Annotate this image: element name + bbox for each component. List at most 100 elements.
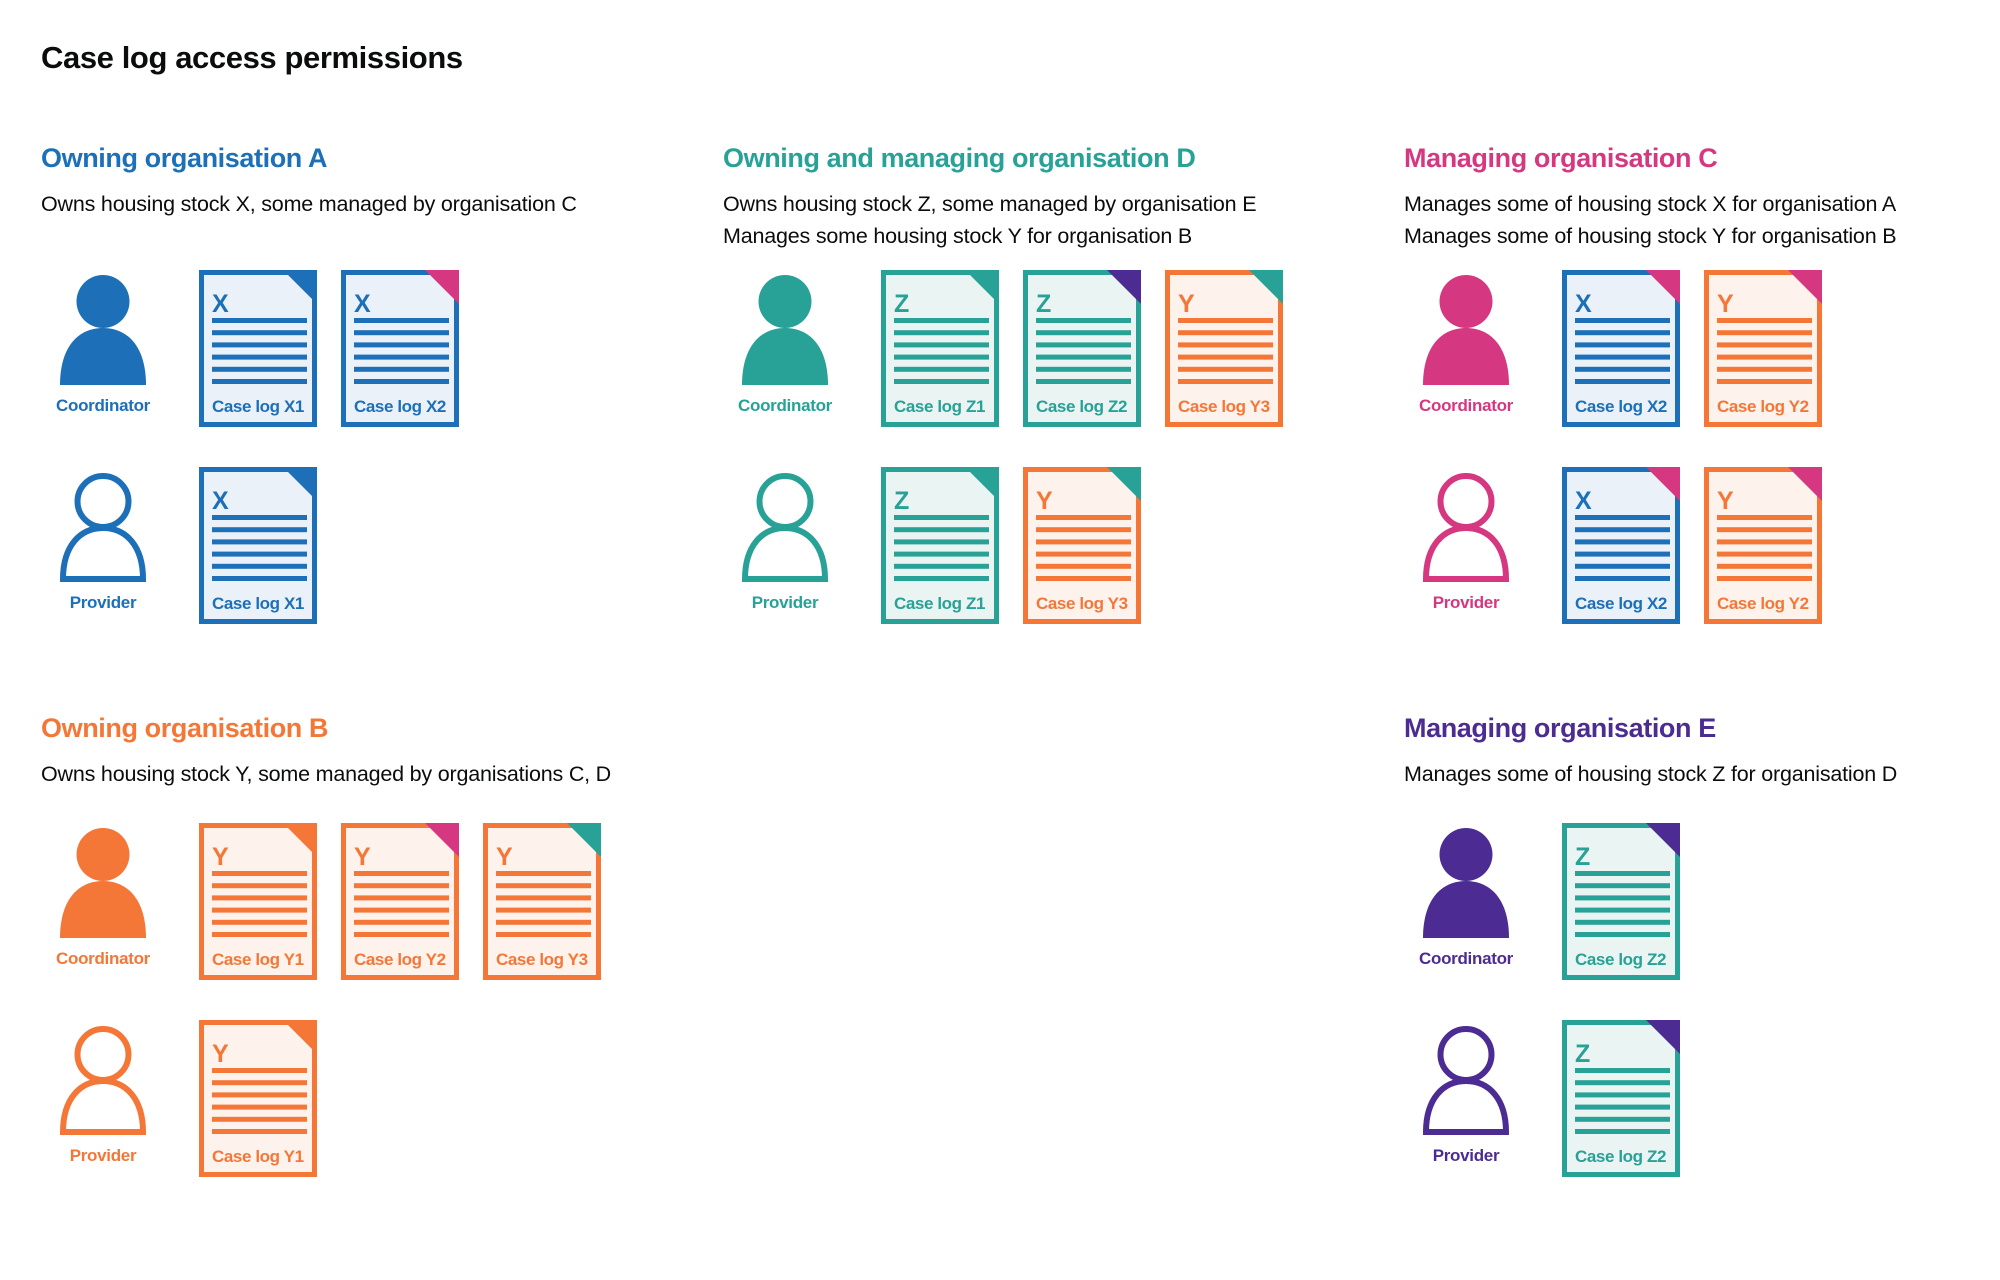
person-role-label: Coordinator [56, 396, 150, 415]
case-log-doc-icon: X Case log X2 [341, 270, 459, 427]
svg-text:Case log Y1: Case log Y1 [212, 950, 304, 969]
section-owning-and-managing-organisation-d: Owning and managing organisation D Owns … [723, 141, 1403, 701]
provider-row: Provider Z Case log Z1 Y Case log Y3 [723, 467, 1403, 624]
svg-text:Case log Z2: Case log Z2 [1036, 397, 1127, 416]
case-log-doc-icon: Z Case log Z1 [881, 467, 999, 624]
provider-person-icon [1422, 1025, 1510, 1135]
person-block: Coordinator [1404, 823, 1528, 980]
org-description: Manages some of housing stock Z for orga… [1404, 762, 1898, 786]
person-role-label: Provider [751, 593, 819, 612]
provider-person-icon [59, 1025, 147, 1135]
svg-text:Case log X1: Case log X1 [212, 397, 304, 416]
svg-text:Y: Y [496, 843, 513, 871]
section-managing-organisation-c: Managing organisation C Manages some of … [1404, 141, 2000, 701]
svg-text:Y: Y [212, 1040, 229, 1068]
case-log-doc-icon: Y Case log Y2 [341, 823, 459, 980]
case-log-docs: X Case log X2 Y Case log Y2 [1562, 270, 1822, 427]
case-log-docs: X Case log X1 [199, 467, 317, 624]
svg-text:Z: Z [894, 290, 909, 318]
org-heading: Managing organisation C [1404, 143, 1718, 173]
svg-text:X: X [212, 290, 229, 318]
case-log-doc-icon: Y Case log Y1 [199, 823, 317, 980]
coordinator-person-icon [1423, 275, 1509, 385]
provider-row: Provider X Case log X2 Y Case log Y2 [1404, 467, 2000, 624]
svg-text:X: X [1575, 290, 1592, 318]
section-managing-organisation-e: Managing organisation E Manages some of … [1404, 711, 2000, 1271]
org-heading: Owning organisation A [41, 143, 328, 173]
person-block: Coordinator [1404, 270, 1528, 427]
svg-text:Y: Y [1717, 290, 1734, 318]
svg-text:Y: Y [354, 843, 371, 871]
svg-text:Y: Y [1036, 487, 1053, 515]
coordinator-row: Coordinator Y Case log Y1 Y Case log Y2 Y C… [41, 823, 721, 980]
svg-text:X: X [354, 290, 371, 318]
provider-person-icon [1422, 472, 1510, 582]
svg-text:Case log X2: Case log X2 [1575, 397, 1667, 416]
person-block: Provider [1404, 467, 1528, 624]
svg-text:Y: Y [212, 843, 229, 871]
case-log-doc-icon: X Case log X1 [199, 467, 317, 624]
svg-text:Case log Z2: Case log Z2 [1575, 1147, 1666, 1166]
svg-text:Case log X2: Case log X2 [1575, 594, 1667, 613]
svg-text:Case log Z1: Case log Z1 [894, 397, 985, 416]
case-log-doc-icon: Y Case log Y1 [199, 1020, 317, 1177]
org-heading: Managing organisation E [1404, 713, 1716, 743]
person-role-label: Provider [1432, 593, 1500, 612]
provider-row: Provider Z Case log Z2 [1404, 1020, 2000, 1177]
coordinator-person-icon [60, 828, 146, 938]
svg-text:Case log Z1: Case log Z1 [894, 594, 985, 613]
case-log-doc-icon: Z Case log Z2 [1023, 270, 1141, 427]
person-role-label: Coordinator [1419, 949, 1513, 968]
provider-row: Provider X Case log X1 [41, 467, 721, 624]
case-log-docs: X Case log X1 X Case log X2 [199, 270, 459, 427]
person-role-label: Provider [1432, 1146, 1500, 1165]
svg-text:Case log Y3: Case log Y3 [496, 950, 588, 969]
svg-text:X: X [212, 487, 229, 515]
page-title: Case log access permissions [41, 40, 463, 75]
svg-text:Case log Z2: Case log Z2 [1575, 950, 1666, 969]
svg-text:X: X [1575, 487, 1592, 515]
person-block: Coordinator [41, 270, 165, 427]
case-log-docs: Z Case log Z2 [1562, 1020, 1680, 1177]
svg-text:Case log Y2: Case log Y2 [1717, 397, 1809, 416]
case-log-doc-icon: Z Case log Z2 [1562, 1020, 1680, 1177]
coordinator-person-icon [1423, 828, 1509, 938]
svg-text:Case log Y2: Case log Y2 [354, 950, 446, 969]
provider-person-icon [741, 472, 829, 582]
case-log-docs: X Case log X2 Y Case log Y2 [1562, 467, 1822, 624]
section-owning-organisation-b: Owning organisation B Owns housing stock… [41, 711, 721, 1271]
svg-text:Case log X2: Case log X2 [354, 397, 446, 416]
provider-person-icon [59, 472, 147, 582]
coordinator-person-icon [742, 275, 828, 385]
person-role-label: Coordinator [56, 949, 150, 968]
person-role-label: Provider [69, 1146, 137, 1165]
svg-text:Z: Z [1575, 1040, 1590, 1068]
person-block: Provider [723, 467, 847, 624]
org-description: Owns housing stock Z, some managed by or… [723, 192, 1257, 248]
org-heading: Owning organisation B [41, 713, 329, 743]
case-log-docs: Y Case log Y1 [199, 1020, 317, 1177]
provider-row: Provider Y Case log Y1 [41, 1020, 721, 1177]
person-block: Provider [1404, 1020, 1528, 1177]
case-log-docs: Z Case log Z1 Z Case log Z2 Y Case log Y3 [881, 270, 1283, 427]
person-block: Provider [41, 1020, 165, 1177]
case-log-doc-icon: Y Case log Y3 [1165, 270, 1283, 427]
svg-text:Y: Y [1717, 487, 1734, 515]
person-role-label: Coordinator [1419, 396, 1513, 415]
svg-text:Case log Y3: Case log Y3 [1178, 397, 1270, 416]
case-log-doc-icon: X Case log X2 [1562, 467, 1680, 624]
org-description: Owns housing stock X, some managed by or… [41, 192, 577, 216]
coordinator-row: Coordinator Z Case log Z2 [1404, 823, 2000, 980]
case-log-doc-icon: X Case log X1 [199, 270, 317, 427]
svg-text:Case log X1: Case log X1 [212, 594, 304, 613]
section-owning-organisation-a: Owning organisation A Owns housing stock… [41, 141, 721, 701]
svg-text:Z: Z [894, 487, 909, 515]
person-block: Coordinator [723, 270, 847, 427]
svg-text:Y: Y [1178, 290, 1195, 318]
case-log-doc-icon: Y Case log Y2 [1704, 467, 1822, 624]
case-log-doc-icon: Z Case log Z2 [1562, 823, 1680, 980]
org-description: Manages some of housing stock X for orga… [1404, 192, 1897, 248]
svg-text:Case log Y2: Case log Y2 [1717, 594, 1809, 613]
org-heading: Owning and managing organisation D [723, 143, 1196, 173]
